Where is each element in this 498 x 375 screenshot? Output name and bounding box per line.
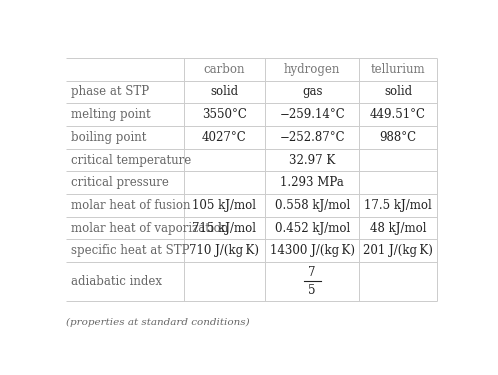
- Text: tellurium: tellurium: [371, 63, 425, 76]
- Text: 48 kJ/mol: 48 kJ/mol: [370, 222, 426, 234]
- Text: 988°C: 988°C: [379, 131, 417, 144]
- Text: 449.51°C: 449.51°C: [370, 108, 426, 121]
- Text: molar heat of vaporization: molar heat of vaporization: [71, 222, 228, 234]
- Text: 710 J/(kg K): 710 J/(kg K): [189, 244, 259, 257]
- Text: 5: 5: [308, 284, 316, 297]
- Text: carbon: carbon: [204, 63, 245, 76]
- Text: critical temperature: critical temperature: [71, 153, 191, 166]
- Text: 3550°C: 3550°C: [202, 108, 247, 121]
- Text: 105 kJ/mol: 105 kJ/mol: [192, 199, 256, 212]
- Text: 4027°C: 4027°C: [202, 131, 247, 144]
- Text: −259.14°C: −259.14°C: [279, 108, 345, 121]
- Text: melting point: melting point: [71, 108, 150, 121]
- Text: 0.452 kJ/mol: 0.452 kJ/mol: [274, 222, 350, 234]
- Text: 1.293 MPa: 1.293 MPa: [280, 176, 344, 189]
- Text: solid: solid: [384, 86, 412, 99]
- Text: 715 kJ/mol: 715 kJ/mol: [192, 222, 256, 234]
- Text: 0.558 kJ/mol: 0.558 kJ/mol: [274, 199, 350, 212]
- Text: boiling point: boiling point: [71, 131, 146, 144]
- Text: 7: 7: [308, 266, 316, 279]
- Text: critical pressure: critical pressure: [71, 176, 169, 189]
- Text: phase at STP: phase at STP: [71, 86, 149, 99]
- Text: hydrogen: hydrogen: [284, 63, 340, 76]
- Text: solid: solid: [210, 86, 239, 99]
- Text: 17.5 kJ/mol: 17.5 kJ/mol: [364, 199, 432, 212]
- Text: 14300 J/(kg K): 14300 J/(kg K): [269, 244, 355, 257]
- Text: 32.97 K: 32.97 K: [289, 153, 335, 166]
- Text: specific heat at STP: specific heat at STP: [71, 244, 189, 257]
- Text: −252.87°C: −252.87°C: [279, 131, 345, 144]
- Text: molar heat of fusion: molar heat of fusion: [71, 199, 190, 212]
- Text: (properties at standard conditions): (properties at standard conditions): [66, 317, 249, 327]
- Text: adiabatic index: adiabatic index: [71, 275, 162, 288]
- Text: 201 J/(kg K): 201 J/(kg K): [363, 244, 433, 257]
- Text: gas: gas: [302, 86, 322, 99]
